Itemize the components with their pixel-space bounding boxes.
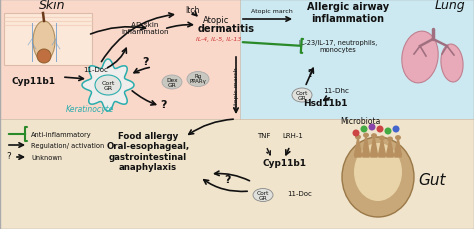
Text: ?: ? [143, 57, 149, 67]
Ellipse shape [33, 22, 55, 62]
Text: Allergic airway
inflammation: Allergic airway inflammation [307, 2, 389, 24]
Text: 11-Dhc: 11-Dhc [323, 88, 349, 94]
Ellipse shape [95, 76, 121, 95]
Ellipse shape [187, 72, 209, 87]
Bar [0, 0, 240, 120]
Ellipse shape [253, 189, 273, 202]
Text: Rg
PPARγ: Rg PPARγ [190, 73, 207, 84]
Polygon shape [355, 137, 362, 157]
Text: ?: ? [161, 100, 167, 109]
Ellipse shape [292, 89, 312, 103]
Text: Atopic march: Atopic march [235, 67, 239, 108]
Text: LRH-1: LRH-1 [283, 132, 303, 138]
Text: Food allergy
Oral-esophageal,
gastrointestinal
anaphylaxis: Food allergy Oral-esophageal, gastrointe… [106, 131, 190, 171]
Ellipse shape [354, 143, 402, 201]
Ellipse shape [441, 45, 463, 83]
Text: Cort
GR: Cort GR [257, 190, 269, 201]
Circle shape [368, 124, 375, 131]
Text: AD skin
inflammation: AD skin inflammation [121, 22, 169, 35]
Text: Anti-inflammatory: Anti-inflammatory [31, 131, 91, 137]
Ellipse shape [387, 137, 393, 142]
Polygon shape [379, 138, 385, 157]
Text: Cyp11b1: Cyp11b1 [263, 158, 307, 167]
Text: TNF: TNF [257, 132, 271, 138]
Text: Hsd11b1: Hsd11b1 [303, 98, 347, 108]
Bar [240, 0, 474, 120]
Text: Cyp11b1: Cyp11b1 [12, 77, 56, 86]
Bar [0, 120, 474, 229]
Circle shape [376, 126, 383, 133]
Ellipse shape [342, 137, 414, 217]
Text: ?: ? [225, 174, 231, 184]
Text: 11-Doc: 11-Doc [288, 190, 312, 196]
Text: Itch: Itch [185, 6, 199, 15]
Text: Unknown: Unknown [31, 154, 62, 160]
Circle shape [392, 126, 400, 133]
Text: ?: ? [6, 152, 11, 161]
Polygon shape [363, 136, 370, 157]
Ellipse shape [379, 136, 385, 141]
Text: Atopic march: Atopic march [251, 9, 293, 14]
Ellipse shape [363, 133, 369, 138]
Text: Dex
GR: Dex GR [166, 77, 178, 88]
Text: 11-Doc: 11-Doc [83, 67, 108, 73]
Ellipse shape [162, 76, 182, 90]
Polygon shape [386, 139, 393, 157]
FancyBboxPatch shape [4, 14, 92, 66]
Text: Cort
GR: Cort GR [101, 80, 115, 91]
Text: Atopic: Atopic [203, 16, 229, 25]
Text: Cort
GR: Cort GR [296, 90, 308, 101]
Text: Lung: Lung [435, 0, 465, 12]
Text: Microbiota: Microbiota [340, 117, 380, 125]
Ellipse shape [395, 136, 401, 140]
Text: IL-4, IL-5, IL-13: IL-4, IL-5, IL-13 [196, 37, 241, 42]
Ellipse shape [371, 134, 377, 139]
Circle shape [361, 126, 367, 133]
Text: ?: ? [307, 69, 313, 79]
Polygon shape [394, 138, 401, 157]
Polygon shape [371, 136, 377, 157]
Text: Keratinocyte: Keratinocyte [66, 105, 114, 114]
Polygon shape [82, 60, 134, 112]
Text: Gut: Gut [418, 172, 446, 187]
Text: IL-23/IL-17, neutrophils,
monocytes: IL-23/IL-17, neutrophils, monocytes [299, 40, 377, 53]
Text: Skin: Skin [39, 0, 65, 12]
Circle shape [384, 128, 392, 135]
Ellipse shape [402, 32, 438, 84]
Ellipse shape [37, 50, 51, 64]
Ellipse shape [355, 135, 361, 140]
Circle shape [353, 130, 359, 137]
Text: dermatitis: dermatitis [198, 24, 255, 34]
Text: Regulation/ activation: Regulation/ activation [31, 142, 104, 148]
